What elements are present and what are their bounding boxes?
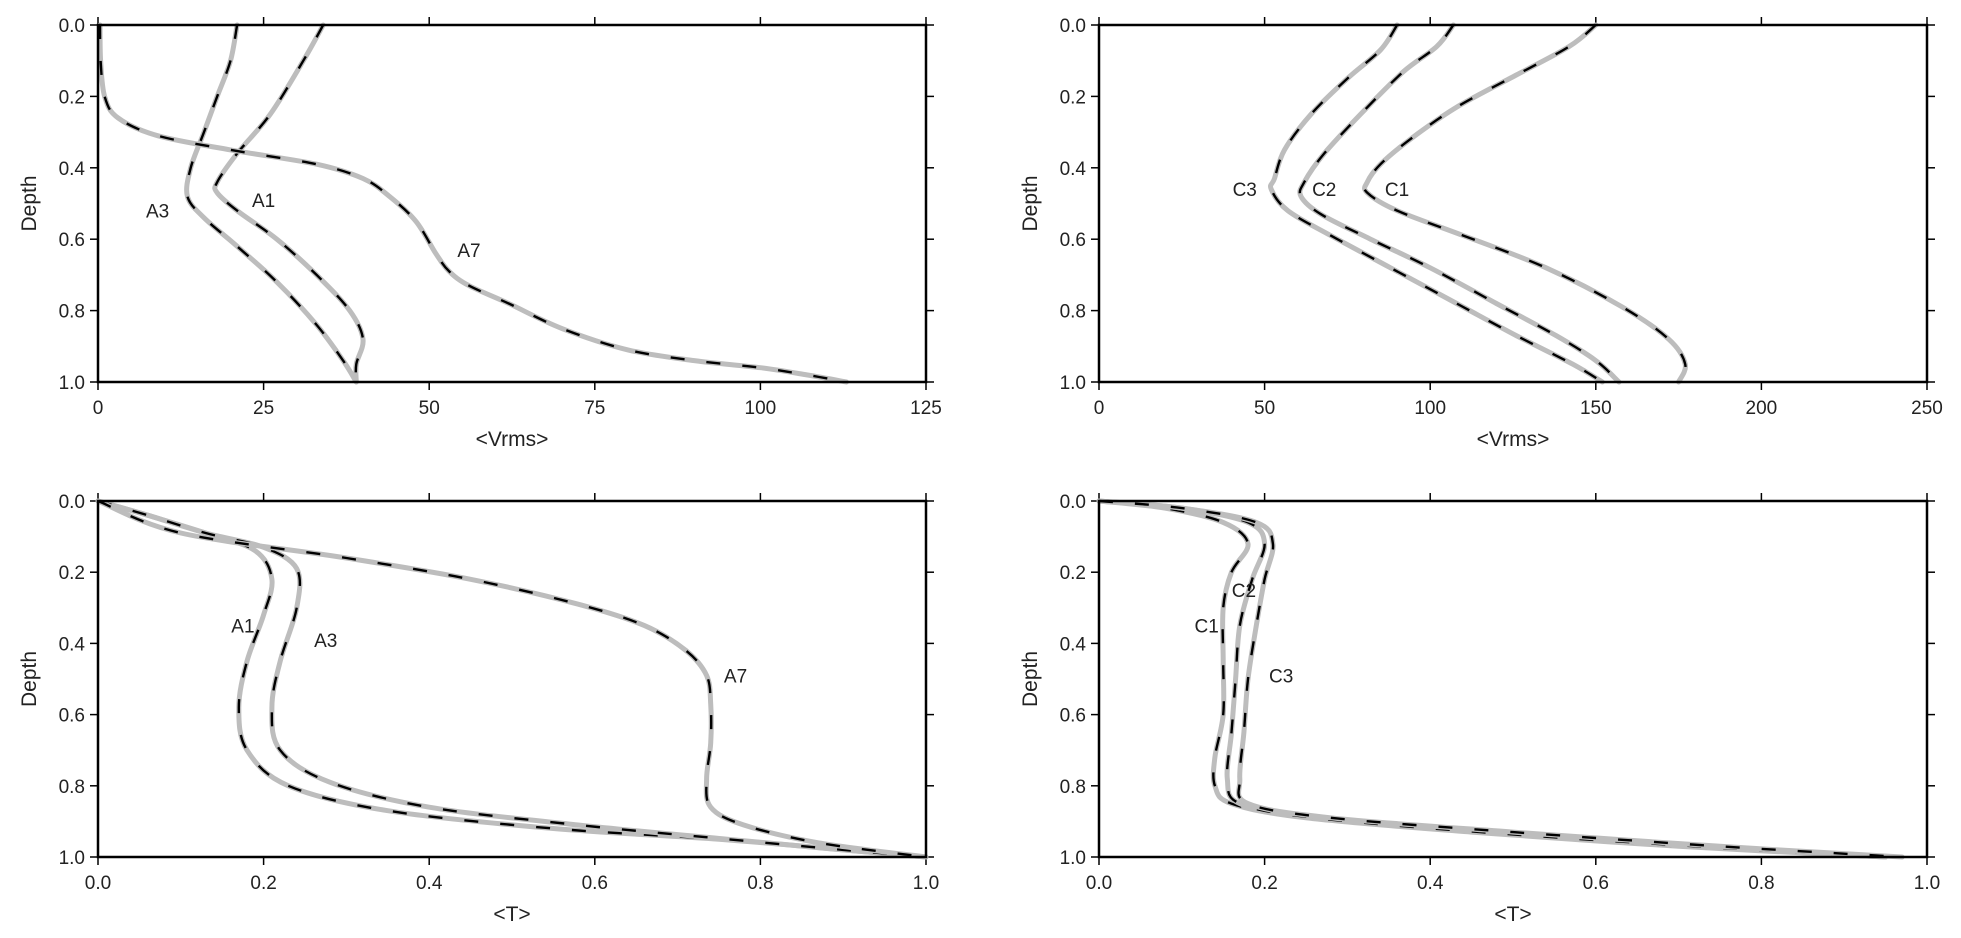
- y-axis-title: Depth: [1019, 175, 1042, 231]
- y-tick-label: 0.0: [1060, 16, 1086, 37]
- y-tick-label: 0.4: [59, 634, 86, 655]
- series-label-c2: C2: [1312, 180, 1336, 201]
- series-label-a3: A3: [314, 631, 337, 652]
- series-dash-a1: [97, 499, 927, 859]
- x-tick-label: 75: [584, 398, 605, 419]
- series-line-a1: [212, 22, 366, 385]
- series-dash-a1: [213, 24, 365, 383]
- y-tick-label: 0.8: [59, 302, 85, 323]
- y-tick-label: 0.2: [59, 87, 85, 108]
- x-axis-title: <Vrms>: [476, 428, 549, 451]
- panel-bottom-right-temperature-c: 0.0 0.2 0.4 0.6 0.8 1.00.00.20.40.60.81.0<T>D…: [1019, 492, 1940, 926]
- y-tick-label: 1.0: [59, 373, 85, 394]
- y-axis-title: Depth: [1019, 651, 1042, 707]
- y-tick-label: 1.0: [59, 848, 85, 869]
- y-tick-label: 0.6: [1060, 706, 1086, 727]
- series-line-c2: [1096, 498, 1889, 860]
- y-tick-label: 0.0: [59, 492, 85, 513]
- x-tick-label: 150: [1580, 398, 1612, 419]
- series-line-c1: [1362, 22, 1688, 385]
- y-tick-label: 0.2: [59, 563, 85, 584]
- x-tick-label: 125: [910, 398, 942, 419]
- series-dash-a3: [97, 499, 927, 859]
- x-tick-label: 200: [1746, 398, 1778, 419]
- series-line-a7: [97, 22, 849, 385]
- x-tick-label: 250: [1911, 398, 1943, 419]
- x-tick-label: 0.4: [1417, 873, 1444, 894]
- x-tick-label: 0.8: [1748, 873, 1774, 894]
- y-tick-label: 0.4: [1060, 634, 1087, 655]
- x-tick-label: 0.0: [1086, 873, 1112, 894]
- y-tick-label: 0.8: [1060, 302, 1086, 323]
- x-axis-title: <Vrms>: [1477, 428, 1550, 451]
- series-line-c3: [1267, 22, 1605, 385]
- x-tick-label: 0.2: [250, 873, 276, 894]
- series-dash-c3: [1098, 499, 1903, 859]
- series-dash-c1: [1363, 24, 1687, 383]
- series-dash-c1: [1098, 499, 1886, 859]
- y-tick-label: 1.0: [1060, 373, 1086, 394]
- x-axis-title: <T>: [1494, 903, 1531, 926]
- panel-top-left-vrms-a: 0 25 50 75 100 125 0.0 0.2 0.4 0.6 0.8 1.0 <Vrms> Dep…: [18, 16, 942, 451]
- series-label-c3: C3: [1269, 666, 1293, 687]
- x-tick-label: 0.4: [416, 873, 443, 894]
- y-tick-label: 0.0: [1060, 492, 1086, 513]
- y-tick-label: 0.2: [1060, 563, 1086, 584]
- x-tick-label: 0.0: [85, 873, 111, 894]
- y-tick-label: 0.0: [59, 16, 85, 37]
- y-axis-title: Depth: [18, 175, 41, 231]
- series-dash-c2: [1298, 24, 1620, 383]
- series-line-a7: [95, 498, 929, 860]
- y-tick-label: 0.8: [1060, 777, 1086, 798]
- series-line-a3: [95, 498, 929, 860]
- series-label-a7: A7: [457, 241, 480, 262]
- series-dash-a7: [98, 24, 847, 384]
- series-label-c3: C3: [1233, 180, 1257, 201]
- y-tick-label: 0.8: [59, 777, 85, 798]
- x-tick-label: 100: [1414, 398, 1446, 419]
- y-tick-label: 0.2: [1060, 87, 1086, 108]
- series-line-c3: [1096, 498, 1905, 860]
- x-tick-label: 50: [419, 398, 440, 419]
- y-axis-title: Depth: [18, 651, 41, 707]
- series-dash-c2: [1098, 499, 1886, 859]
- panel-bottom-left-temperature-a: 0.0 0.2 0.4 0.6 0.8 1.00.00.20.40.60.81.0<T>D…: [18, 492, 939, 926]
- series-label-a3: A3: [146, 202, 169, 223]
- series-label-a1: A1: [231, 617, 254, 638]
- plot-frame: [96, 499, 928, 859]
- x-tick-label: 0.2: [1251, 873, 1277, 894]
- series-dash-a7: [97, 499, 927, 859]
- x-tick-label: 100: [745, 398, 777, 419]
- plot-frame: [1097, 499, 1929, 859]
- plot-frame: [96, 23, 928, 384]
- y-tick-label: 0.6: [1060, 230, 1086, 251]
- y-tick-label: 0.6: [59, 706, 85, 727]
- x-tick-label: 1.0: [913, 873, 939, 894]
- series-line-c1: [1096, 498, 1889, 860]
- y-tick-label: 0.4: [1060, 159, 1087, 180]
- series-label-c2: C2: [1232, 581, 1256, 602]
- x-tick-label: 0.6: [582, 873, 608, 894]
- y-tick-label: 0.6: [59, 230, 85, 251]
- x-tick-label: 1.0: [1914, 873, 1940, 894]
- plot-frame: [1097, 23, 1929, 384]
- series-label-a1: A1: [252, 191, 275, 212]
- series-label-c1: C1: [1385, 180, 1409, 201]
- y-tick-label: 1.0: [1060, 848, 1086, 869]
- x-tick-label: 0: [93, 398, 104, 419]
- x-tick-label: 25: [253, 398, 274, 419]
- y-tick-label: 0.4: [59, 159, 86, 180]
- series-dash-c3: [1269, 24, 1604, 384]
- x-tick-label: 0: [1094, 398, 1105, 419]
- series-dash-a3: [185, 24, 358, 383]
- x-tick-label: 0.6: [1583, 873, 1609, 894]
- series-label-c1: C1: [1194, 617, 1218, 638]
- x-tick-label: 50: [1254, 398, 1275, 419]
- x-axis-title: <T>: [493, 903, 530, 926]
- series-label-a7: A7: [724, 666, 747, 687]
- panel-top-right-vrms-c: 0 50 100 150 200 250 0.0 0.2 0.4 0.6 0.8 1.0 <Vrms> D…: [1019, 16, 1943, 451]
- x-tick-label: 0.8: [747, 873, 773, 894]
- series-line-a1: [95, 498, 929, 860]
